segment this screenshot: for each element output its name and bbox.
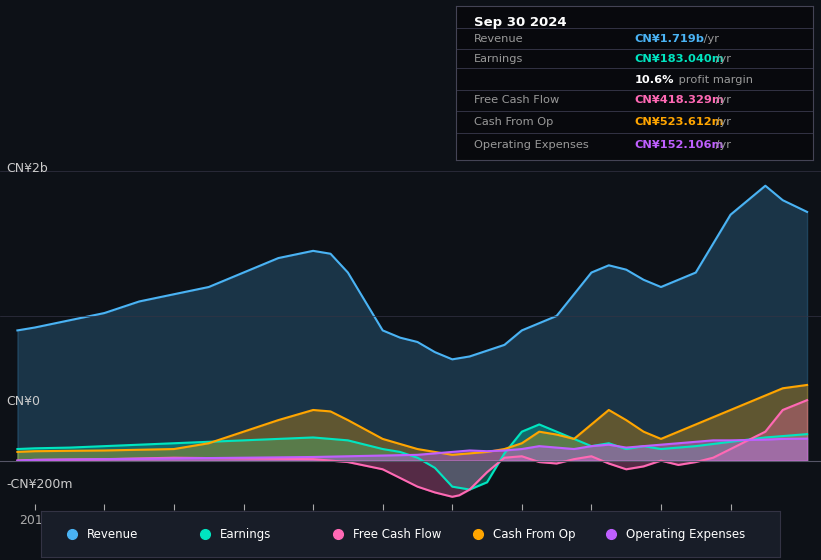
Text: CN¥523.612m: CN¥523.612m [635, 117, 724, 127]
Text: CN¥0: CN¥0 [7, 395, 40, 408]
Text: CN¥152.106m: CN¥152.106m [635, 140, 723, 150]
Text: CN¥1.719b: CN¥1.719b [635, 34, 704, 44]
Text: Sep 30 2024: Sep 30 2024 [474, 16, 566, 29]
Text: Free Cash Flow: Free Cash Flow [474, 95, 559, 105]
Text: /yr: /yr [712, 95, 731, 105]
Text: CN¥183.040m: CN¥183.040m [635, 54, 724, 64]
Text: /yr: /yr [712, 140, 731, 150]
Text: -CN¥200m: -CN¥200m [7, 478, 73, 492]
Text: profit margin: profit margin [676, 74, 754, 85]
Text: Operating Expenses: Operating Expenses [626, 528, 745, 541]
Text: CN¥2b: CN¥2b [7, 162, 48, 175]
Text: Cash From Op: Cash From Op [474, 117, 553, 127]
Text: Earnings: Earnings [474, 54, 523, 64]
Text: Revenue: Revenue [87, 528, 138, 541]
Text: Cash From Op: Cash From Op [493, 528, 576, 541]
Text: Free Cash Flow: Free Cash Flow [353, 528, 441, 541]
Text: /yr: /yr [712, 54, 731, 64]
Text: CN¥418.329m: CN¥418.329m [635, 95, 724, 105]
Text: /yr: /yr [699, 34, 718, 44]
Text: 10.6%: 10.6% [635, 74, 674, 85]
Text: /yr: /yr [712, 117, 731, 127]
Text: Revenue: Revenue [474, 34, 523, 44]
Text: Operating Expenses: Operating Expenses [474, 140, 589, 150]
Text: Earnings: Earnings [220, 528, 271, 541]
